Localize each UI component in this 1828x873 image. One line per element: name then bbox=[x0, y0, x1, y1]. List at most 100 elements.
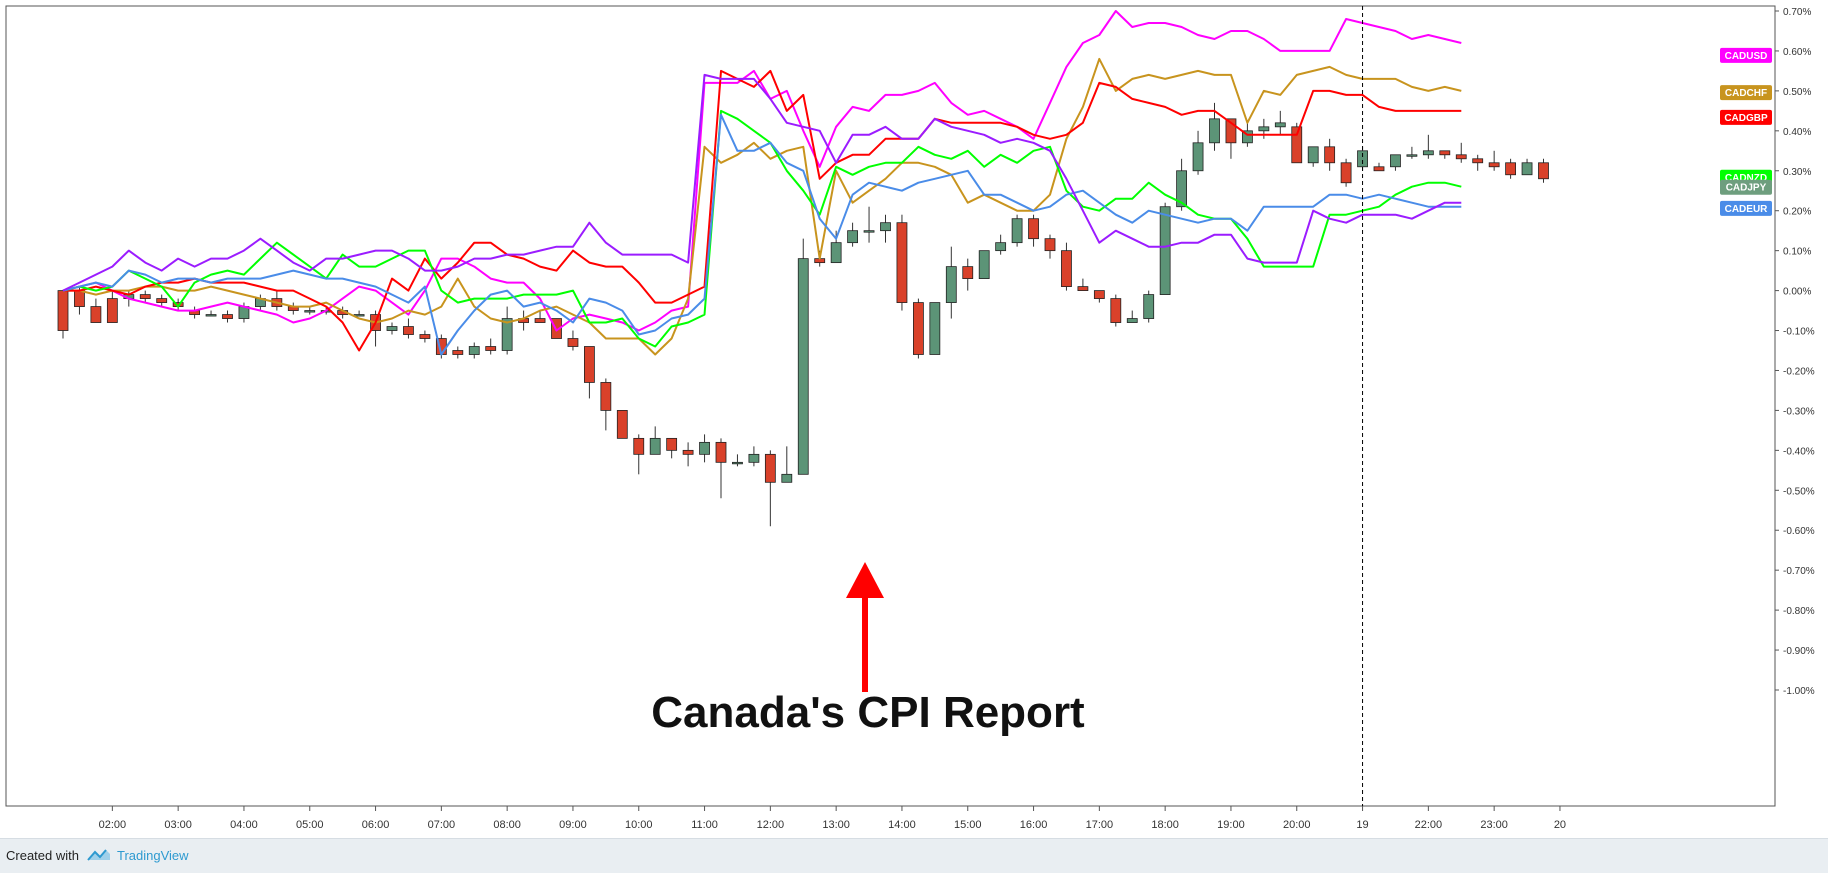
y-tick-label: -1.00% bbox=[1783, 686, 1815, 697]
end-label-cadgbp: CADGBP bbox=[1720, 109, 1772, 125]
candle bbox=[929, 302, 941, 355]
series-line-purple bbox=[62, 73, 1462, 292]
candle bbox=[847, 222, 858, 247]
candle bbox=[945, 246, 957, 319]
candle-body-up bbox=[863, 230, 875, 233]
candle-body-down bbox=[485, 346, 497, 351]
candle bbox=[1291, 122, 1303, 164]
candle bbox=[1274, 110, 1286, 135]
candle-body-down bbox=[1455, 154, 1467, 160]
plot-frame bbox=[5, 5, 1776, 807]
candle-body-down bbox=[403, 326, 414, 335]
candle-body-down bbox=[1324, 146, 1336, 164]
candle-body-down bbox=[913, 302, 924, 355]
x-tick-label: 20:00 bbox=[1283, 819, 1311, 831]
candle bbox=[732, 454, 743, 467]
candle-body-up bbox=[929, 302, 941, 355]
candle bbox=[1143, 290, 1155, 323]
candle bbox=[1406, 146, 1418, 159]
candle-body-down bbox=[452, 350, 464, 355]
tradingview-link[interactable]: TradingView bbox=[117, 848, 189, 863]
candle-body-up bbox=[649, 437, 661, 455]
candle bbox=[830, 230, 842, 264]
candle-body-up bbox=[732, 461, 743, 465]
candle bbox=[797, 238, 809, 475]
candle-body-up bbox=[1274, 122, 1286, 128]
end-label-text: CADEUR bbox=[1725, 204, 1769, 215]
candle bbox=[649, 426, 661, 455]
x-tick-label: 18:00 bbox=[1151, 819, 1179, 831]
candle-body-down bbox=[1110, 298, 1122, 323]
x-tick-label: 11:00 bbox=[691, 819, 718, 831]
end-label-cadusd: CADUSD bbox=[1720, 47, 1772, 63]
y-tick-label: -0.60% bbox=[1783, 526, 1815, 537]
y-tick-label: -0.50% bbox=[1783, 486, 1815, 497]
candle bbox=[485, 338, 497, 355]
tradingview-logo-icon[interactable] bbox=[86, 848, 112, 864]
candle-body-down bbox=[1044, 238, 1056, 252]
candle bbox=[1373, 162, 1385, 172]
y-tick-label: 0.20% bbox=[1783, 207, 1811, 218]
candle bbox=[156, 294, 168, 307]
candle bbox=[1340, 158, 1352, 187]
candle-body-down bbox=[1538, 162, 1549, 180]
x-tick-label: 15:00 bbox=[954, 819, 982, 831]
candle bbox=[106, 290, 118, 323]
candle bbox=[468, 342, 480, 359]
candle bbox=[1505, 158, 1516, 179]
candle-body-down bbox=[715, 441, 727, 463]
candle-body-up bbox=[781, 473, 793, 483]
candle-body-up bbox=[1390, 154, 1401, 168]
candle bbox=[748, 446, 760, 467]
candle bbox=[913, 298, 924, 359]
end-label-cadjpy: CADJPY bbox=[1720, 179, 1772, 195]
candle bbox=[1077, 278, 1089, 291]
candle bbox=[1159, 202, 1171, 295]
candle-body-up bbox=[1521, 162, 1533, 176]
x-tick-label: 17:00 bbox=[1086, 819, 1114, 831]
x-tick-label: 12:00 bbox=[757, 819, 785, 831]
candle bbox=[600, 378, 612, 431]
candle bbox=[1538, 158, 1549, 183]
candle bbox=[666, 437, 678, 459]
candle-body-down bbox=[616, 410, 628, 439]
x-tick-label: 13:00 bbox=[822, 819, 850, 831]
candle-body-down bbox=[419, 334, 431, 339]
candle bbox=[1028, 214, 1039, 247]
candle bbox=[403, 318, 414, 339]
end-label-cadeur: CADEUR bbox=[1720, 200, 1772, 216]
candle bbox=[1488, 150, 1500, 171]
candle-body-down bbox=[74, 290, 85, 307]
y-tick-label: 0.30% bbox=[1783, 167, 1811, 178]
candle-body-up bbox=[995, 242, 1007, 252]
candle-body-down bbox=[222, 314, 233, 319]
candle bbox=[90, 298, 102, 323]
candle-body-down bbox=[1061, 250, 1072, 287]
y-tick-label: -0.40% bbox=[1783, 446, 1815, 457]
x-tick-label: 19 bbox=[1356, 819, 1368, 831]
candle-body-up bbox=[1406, 154, 1418, 157]
candle-body-down bbox=[1028, 218, 1039, 240]
candle-body-up bbox=[1422, 150, 1434, 156]
candle-body-down bbox=[633, 437, 645, 455]
series-line-cadgbp bbox=[63, 69, 1462, 352]
y-tick-label: 0.40% bbox=[1783, 127, 1811, 138]
candle-body-down bbox=[666, 437, 678, 451]
candle bbox=[682, 442, 694, 467]
candle-body-down bbox=[1093, 290, 1105, 299]
candle bbox=[567, 330, 579, 351]
candle bbox=[1061, 242, 1072, 291]
candle bbox=[452, 346, 464, 359]
candle bbox=[1390, 154, 1401, 171]
candle bbox=[534, 310, 546, 323]
candle-body-up bbox=[501, 318, 513, 351]
candle bbox=[715, 438, 727, 499]
candle bbox=[995, 234, 1007, 255]
candle bbox=[1225, 118, 1237, 159]
candle-body-down bbox=[1077, 286, 1089, 291]
x-tick-label: 05:00 bbox=[296, 819, 324, 831]
candle-body-up bbox=[1159, 206, 1171, 295]
candle bbox=[1472, 154, 1484, 171]
candle-body-up bbox=[1242, 130, 1253, 144]
x-tick-label: 22:00 bbox=[1415, 819, 1443, 831]
